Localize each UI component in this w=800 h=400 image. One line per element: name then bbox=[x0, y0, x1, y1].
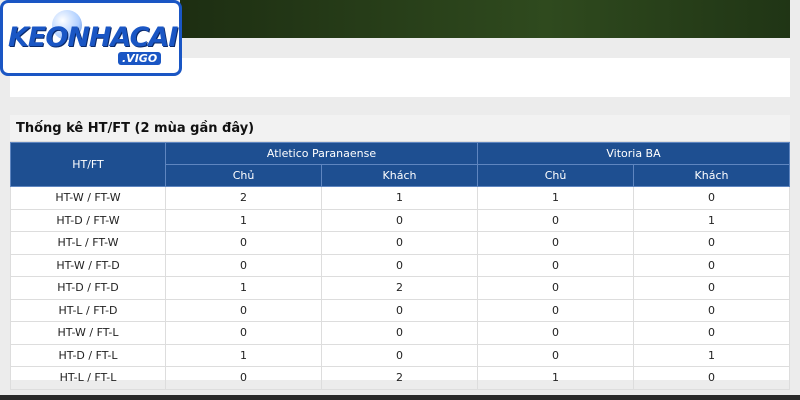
table-cell: 0 bbox=[321, 298, 478, 322]
team-header: Atletico Paranaense bbox=[165, 142, 478, 165]
table-cell: 0 bbox=[321, 231, 478, 255]
banner bbox=[180, 0, 790, 38]
header-row: HT/FT Atletico Paranaense Vitoria BA bbox=[10, 142, 790, 187]
team-header: Vitoria BA bbox=[477, 142, 790, 165]
row-label: HT-W / FT-W bbox=[10, 186, 166, 210]
table-cell: 0 bbox=[633, 186, 790, 210]
table-cell: 1 bbox=[477, 366, 634, 390]
table-row: HT-D / FT-L 1 0 0 1 bbox=[10, 343, 790, 367]
row-label: HT-D / FT-L bbox=[10, 343, 166, 367]
table-row: HT-W / FT-L 0 0 0 0 bbox=[10, 321, 790, 345]
table-cell: 0 bbox=[477, 253, 634, 277]
table-cell: 2 bbox=[321, 366, 478, 390]
row-label: HT-W / FT-D bbox=[10, 253, 166, 277]
table-cell: 0 bbox=[633, 231, 790, 255]
table-cell: 0 bbox=[321, 343, 478, 367]
table-cell: 0 bbox=[477, 231, 634, 255]
table-row: HT-L / FT-W 0 0 0 0 bbox=[10, 231, 790, 255]
table-cell: 0 bbox=[633, 253, 790, 277]
row-label: HT-L / FT-L bbox=[10, 366, 166, 390]
table-cell: 0 bbox=[165, 231, 322, 255]
table-row: HT-D / FT-W 1 0 0 1 bbox=[10, 208, 790, 232]
table-row: HT-W / FT-W 2 1 1 0 bbox=[10, 186, 790, 210]
footer-bar bbox=[0, 395, 800, 400]
table-cell: 0 bbox=[633, 276, 790, 300]
table-row: HT-L / FT-L 0 2 1 0 bbox=[10, 366, 790, 390]
subheader-cell: Chủ bbox=[165, 164, 322, 187]
table-cell: 0 bbox=[633, 321, 790, 345]
row-label: HT-W / FT-L bbox=[10, 321, 166, 345]
table-cell: 1 bbox=[165, 208, 322, 232]
table-cell: 0 bbox=[321, 321, 478, 345]
row-label: HT-D / FT-W bbox=[10, 208, 166, 232]
table-cell: 1 bbox=[633, 208, 790, 232]
table-cell: 2 bbox=[165, 186, 322, 210]
table-cell: 0 bbox=[477, 276, 634, 300]
subheader-cell: Chủ bbox=[477, 164, 634, 187]
table-cell: 1 bbox=[321, 186, 478, 210]
logo-brand: KEONHACAI bbox=[8, 22, 178, 53]
table-cell: 0 bbox=[165, 253, 322, 277]
stats-table: HT/FT Atletico Paranaense Vitoria BA Chủ Kh… bbox=[10, 142, 790, 390]
subheader-cell: Khách bbox=[633, 164, 790, 187]
table-cell: 0 bbox=[477, 208, 634, 232]
table-row: HT-W / FT-D 0 0 0 0 bbox=[10, 253, 790, 277]
table-cell: 0 bbox=[165, 321, 322, 345]
table-cell: 1 bbox=[633, 343, 790, 367]
logo-suffix: .VIGO bbox=[118, 52, 162, 65]
header-cell: HT/FT bbox=[10, 142, 166, 187]
table-cell: 0 bbox=[633, 298, 790, 322]
table-cell: 0 bbox=[477, 298, 634, 322]
table-cell: 1 bbox=[477, 186, 634, 210]
table-row: HT-L / FT-D 0 0 0 0 bbox=[10, 298, 790, 322]
table-cell: 0 bbox=[477, 343, 634, 367]
logo-ball bbox=[52, 10, 82, 40]
table-cell: 1 bbox=[165, 276, 322, 300]
row-label: HT-D / FT-D bbox=[10, 276, 166, 300]
table-body: HT-W / FT-W 2 1 1 0 HT-D / FT-W 1 0 0 1 HT-L / FT-… bbox=[10, 186, 790, 390]
table-cell: 0 bbox=[633, 366, 790, 390]
table-cell: 0 bbox=[321, 208, 478, 232]
subheader-cell: Khách bbox=[321, 164, 478, 187]
table-cell: 1 bbox=[165, 343, 322, 367]
table-cell: 0 bbox=[165, 298, 322, 322]
row-label: HT-L / FT-W bbox=[10, 231, 166, 255]
table-cell: 0 bbox=[321, 253, 478, 277]
table-cell: 0 bbox=[477, 321, 634, 345]
table-cell: 0 bbox=[165, 366, 322, 390]
table-cell: 2 bbox=[321, 276, 478, 300]
table-row: HT-D / FT-D 1 2 0 0 bbox=[10, 276, 790, 300]
subheader-row: Chủ Khách Chủ Khách bbox=[11, 164, 790, 187]
row-label: HT-L / FT-D bbox=[10, 298, 166, 322]
section-title: Thống kê HT/FT (2 mùa gần đây) bbox=[10, 115, 790, 142]
